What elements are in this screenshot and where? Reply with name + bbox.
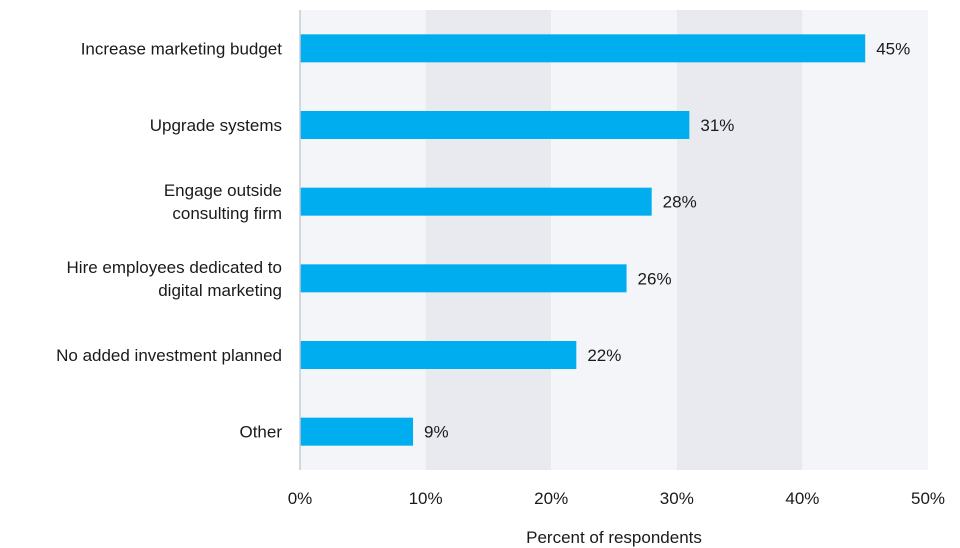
category-label: Other [239, 423, 282, 442]
x-tick-label: 0% [288, 489, 313, 508]
grid-band [425, 10, 552, 470]
grid-band [551, 10, 677, 470]
data-label: 31% [700, 116, 734, 135]
bar [300, 111, 690, 139]
data-label: 26% [638, 269, 672, 288]
data-label: 28% [663, 193, 697, 212]
grid-band [676, 10, 803, 470]
x-axis-title: Percent of respondents [526, 528, 702, 547]
x-tick-label: 50% [911, 489, 945, 508]
category-label: No added investment planned [56, 346, 282, 365]
category-label: Increase marketing budget [81, 39, 283, 58]
x-tick-label: 30% [660, 489, 694, 508]
x-tick-label: 10% [409, 489, 443, 508]
data-labels: 45% 31% 28% 26% 22% 9% [424, 39, 910, 441]
x-tick-label: 40% [785, 489, 819, 508]
x-tick-label: 20% [534, 489, 568, 508]
data-label: 45% [876, 39, 910, 58]
bars-group [300, 34, 866, 446]
data-label: 22% [587, 346, 621, 365]
bar [300, 34, 866, 63]
category-label: Engage outside consulting firm [164, 181, 282, 223]
category-label: Hire employees dedicated to digital marke… [67, 258, 282, 300]
bar [300, 187, 652, 216]
x-tick-labels: 0% 10% 20% 30% 40% 50% [288, 489, 945, 508]
background-bands [300, 10, 928, 470]
grid-band [300, 10, 426, 470]
grid-band [802, 10, 928, 470]
bar [300, 264, 627, 293]
category-label: Upgrade systems [150, 116, 282, 135]
category-labels: Increase marketing budget Upgrade systems… [56, 39, 282, 441]
data-label: 9% [424, 423, 449, 442]
bar [300, 341, 577, 369]
bar [300, 417, 414, 446]
